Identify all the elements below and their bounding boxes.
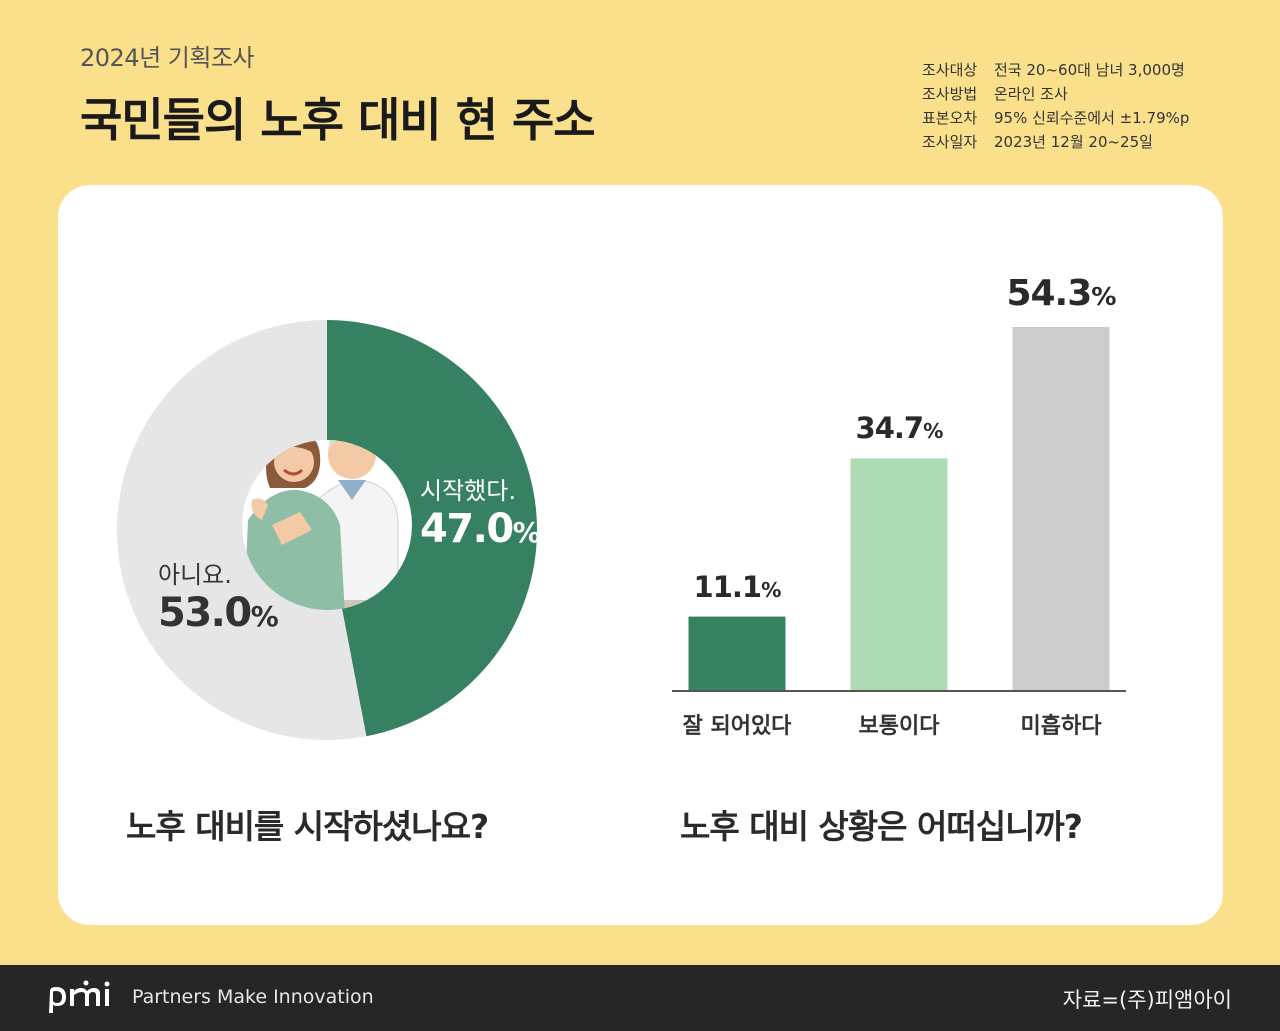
source-credit: 자료=(주)피앰아이 xyxy=(1062,988,1232,1012)
meta-row: 조사대상 전국 20~60대 남녀 3,000명 xyxy=(922,58,1189,82)
meta-key: 조사방법 xyxy=(922,85,978,103)
tagline: Partners Make Innovation xyxy=(132,986,374,1008)
bar-chart xyxy=(688,327,1110,691)
slice-name: 시작했다. xyxy=(420,477,516,505)
meta-key: 표본오차 xyxy=(922,109,978,127)
bar-value-label: 11.1% xyxy=(657,570,817,604)
percent-unit: % xyxy=(923,419,943,444)
slice-value: 53.0 xyxy=(158,589,252,636)
bar-2 xyxy=(1012,327,1110,691)
percent-unit: % xyxy=(512,515,541,549)
footer: Partners Make Innovation 자료=(주)피앰아이 xyxy=(0,965,1280,1031)
bar-category-label: 미흡하다 xyxy=(1020,714,1102,739)
pie-label-started: 시작했다. 47.0% xyxy=(420,477,541,552)
meta-value: 2023년 12월 20~25일 xyxy=(994,133,1153,151)
meta-key: 조사일자 xyxy=(922,133,978,151)
slice-value: 47.0 xyxy=(420,505,514,552)
percent-unit: % xyxy=(250,599,279,633)
pmi-logo-icon xyxy=(49,980,110,1013)
pie-slice-1 xyxy=(117,320,367,740)
pie-slice-0 xyxy=(327,320,538,737)
pie-chart xyxy=(117,320,538,740)
bar-value: 11.1 xyxy=(693,569,763,604)
bar-category-label: 잘 되어있다 xyxy=(682,714,792,739)
bar-0 xyxy=(688,616,786,691)
pie-question: 노후 대비를 시작하셨나요? xyxy=(126,807,489,846)
slice-name: 아니요. xyxy=(158,561,232,589)
bar-question: 노후 대비 상황은 어떠십니까? xyxy=(680,807,1083,846)
bar-category-label: 보통이다 xyxy=(858,714,940,739)
percent-unit: % xyxy=(761,577,781,602)
pie-label-not-started: 아니요. 53.0% xyxy=(158,561,279,636)
meta-row: 표본오차 95% 신뢰수준에서 ±1.79%p xyxy=(922,106,1189,130)
meta-key: 조사대상 xyxy=(922,61,978,79)
charts-canvas xyxy=(117,320,1126,740)
meta-value: 온라인 조사 xyxy=(994,85,1068,103)
bar-1 xyxy=(850,458,948,691)
bar-value: 34.7 xyxy=(855,411,925,446)
bar-value-label: 54.3% xyxy=(981,273,1141,314)
bar-value-label: 34.7% xyxy=(819,411,979,445)
percent-unit: % xyxy=(1091,282,1116,311)
page-title: 국민들의 노후 대비 현 주소 xyxy=(80,93,596,147)
meta-row: 조사방법 온라인 조사 xyxy=(922,82,1189,106)
bar-value: 54.3 xyxy=(1006,273,1092,314)
eyebrow: 2024년 기획조사 xyxy=(80,44,255,72)
meta-row: 조사일자 2023년 12월 20~25일 xyxy=(922,130,1189,154)
meta-value: 95% 신뢰수준에서 ±1.79%p xyxy=(994,109,1190,127)
meta-value: 전국 20~60대 남녀 3,000명 xyxy=(994,61,1185,79)
survey-meta: 조사대상 전국 20~60대 남녀 3,000명 조사방법 온라인 조사 표본오차 9… xyxy=(922,58,1189,154)
